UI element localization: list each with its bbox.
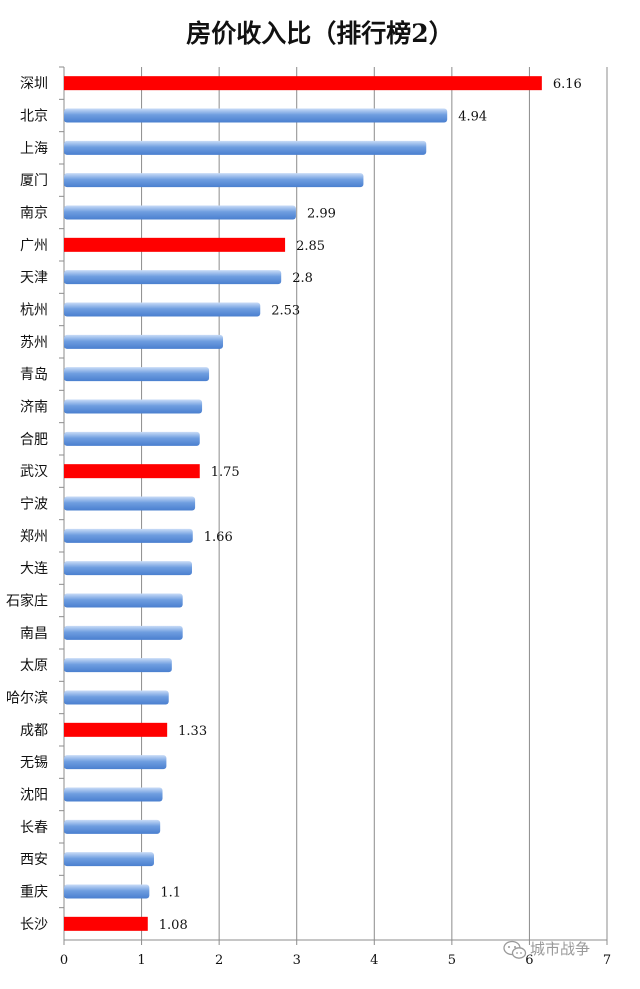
bar (64, 108, 448, 123)
x-tick-label: 3 (293, 953, 301, 968)
bar (64, 367, 210, 382)
category-label: 杭州 (20, 303, 48, 319)
data-label: 1.66 (204, 530, 233, 545)
x-tick-label: 1 (137, 953, 145, 968)
x-tick-label: 0 (60, 953, 68, 968)
bar (64, 884, 150, 899)
bar-highlight (64, 464, 200, 479)
category-label: 合肥 (20, 432, 48, 448)
bar (64, 205, 296, 220)
data-label: 6.16 (553, 77, 582, 92)
category-label: 厦门 (20, 173, 48, 189)
wechat-icon (503, 940, 527, 959)
bar (64, 755, 167, 770)
bars (64, 76, 542, 931)
watermark-text: 城市战争 (530, 940, 590, 958)
bar (64, 270, 282, 285)
x-tick-label: 4 (370, 953, 378, 968)
category-label: 广州 (20, 238, 48, 254)
category-label: 沈阳 (20, 788, 48, 804)
data-label: 2.99 (307, 207, 336, 222)
category-label: 上海 (20, 141, 48, 157)
category-label: 青岛 (20, 367, 48, 383)
bar (64, 334, 224, 349)
bar (64, 173, 364, 188)
category-label: 北京 (20, 109, 48, 125)
category-label: 太原 (20, 658, 48, 674)
data-label: 1.1 (160, 886, 181, 901)
x-tick-label: 6 (525, 953, 533, 968)
bar (64, 302, 261, 317)
bar (64, 819, 161, 834)
category-label: 石家庄 (6, 593, 48, 610)
category-label: 无锡 (20, 755, 48, 771)
bar (64, 496, 196, 511)
category-label: 大连 (20, 561, 48, 577)
category-label: 长春 (20, 820, 48, 836)
bar (64, 690, 169, 705)
bar (64, 140, 427, 155)
category-label: 西安 (20, 852, 48, 868)
data-label: 2.85 (296, 239, 325, 254)
chart-title: 房价收入比（排行榜2） (186, 19, 453, 48)
category-label: 郑州 (20, 529, 48, 545)
category-label: 哈尔滨 (6, 691, 48, 707)
bar-highlight (64, 76, 542, 91)
bar (64, 528, 193, 543)
category-label: 武汉 (20, 464, 48, 480)
bar (64, 787, 163, 802)
category-label: 深圳 (20, 76, 48, 92)
category-label: 成都 (20, 723, 48, 739)
data-label: 4.94 (458, 110, 487, 125)
category-label: 南京 (20, 206, 48, 222)
category-label: 天津 (20, 270, 48, 286)
bar (64, 852, 154, 867)
data-label: 1.08 (159, 918, 188, 933)
bar (64, 593, 183, 608)
bar (64, 625, 183, 640)
category-label: 重庆 (20, 885, 48, 901)
watermark: 城市战争 (503, 940, 590, 959)
category-label: 长沙 (20, 917, 48, 933)
data-label: 1.33 (178, 724, 207, 739)
x-tick-label: 5 (448, 953, 456, 968)
bar (64, 658, 172, 673)
category-label: 苏州 (20, 335, 48, 351)
x-tick-label: 2 (215, 953, 223, 968)
data-label: 2.53 (271, 304, 300, 319)
data-label: 1.75 (211, 465, 240, 480)
bar-highlight (64, 722, 168, 737)
category-label: 宁波 (20, 496, 48, 513)
bar-highlight (64, 237, 286, 252)
bar (64, 399, 203, 414)
category-label: 济南 (20, 400, 48, 416)
x-tick-label: 7 (603, 953, 611, 968)
bar-highlight (64, 916, 148, 931)
bar (64, 431, 200, 446)
category-label: 南昌 (20, 626, 48, 642)
data-label: 2.8 (292, 271, 313, 286)
bar (64, 561, 192, 576)
